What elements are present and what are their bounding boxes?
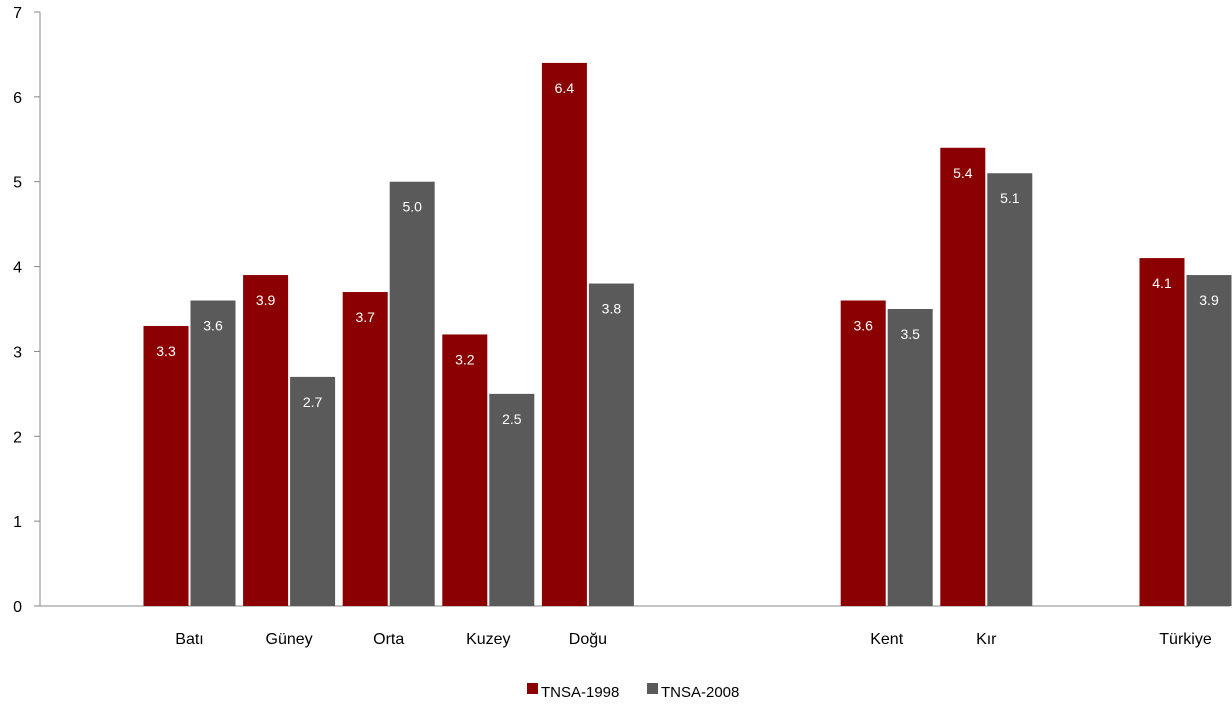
y-tick-label: 5 bbox=[13, 175, 22, 192]
bar-tnsa-1998 bbox=[143, 325, 189, 606]
x-tick-label: Batı bbox=[175, 631, 203, 648]
data-label: 3.6 bbox=[853, 318, 873, 334]
y-tick-label: 0 bbox=[13, 599, 22, 616]
y-tick-label: 7 bbox=[13, 5, 22, 22]
x-tick-label: Kır bbox=[976, 631, 997, 648]
data-label: 3.6 bbox=[203, 318, 223, 334]
data-label: 3.7 bbox=[355, 309, 375, 325]
bar-tnsa-2008 bbox=[887, 309, 933, 606]
y-tick-label: 3 bbox=[13, 344, 22, 361]
bar-tnsa-2008 bbox=[190, 300, 236, 606]
x-axis: Batı Güney Orta Kuzey Doğu Kent Kır Türkiye bbox=[40, 605, 1230, 648]
data-labels: 3.3 3.9 3.7 3.2 6.4 3.6 5.4 4.1 3.6 2.7 5.0 2.5 3.8 3… bbox=[156, 80, 1219, 427]
bar-tnsa-2008 bbox=[588, 283, 634, 606]
legend-label: TNSA-2008 bbox=[661, 684, 739, 701]
bar-tnsa-1998 bbox=[342, 292, 388, 606]
x-tick-label: Doğu bbox=[569, 631, 607, 648]
bar-tnsa-2008 bbox=[1186, 275, 1232, 606]
x-tick-label: Orta bbox=[373, 631, 404, 648]
legend-swatch bbox=[647, 683, 658, 694]
y-tick-label: 1 bbox=[13, 514, 22, 531]
data-label: 3.9 bbox=[256, 292, 276, 308]
x-tick-label: Kuzey bbox=[466, 631, 510, 648]
data-label: 3.9 bbox=[1199, 292, 1219, 308]
bar-tnsa-1998 bbox=[940, 147, 986, 606]
bar-tnsa-1998 bbox=[840, 300, 886, 606]
data-label: 3.5 bbox=[900, 326, 920, 342]
bar-tnsa-1998 bbox=[1139, 258, 1185, 606]
data-label: 5.4 bbox=[953, 165, 973, 181]
data-label: 4.1 bbox=[1152, 275, 1172, 291]
bar-tnsa-1998 bbox=[541, 62, 587, 606]
y-tick-label: 6 bbox=[13, 90, 22, 107]
data-label: 5.0 bbox=[402, 199, 422, 215]
bars bbox=[143, 62, 1232, 606]
y-tick-label: 2 bbox=[13, 429, 22, 446]
data-label: 3.3 bbox=[156, 343, 176, 359]
data-label: 6.4 bbox=[555, 80, 575, 96]
legend-label: TNSA-1998 bbox=[541, 684, 619, 701]
bar-tnsa-2008 bbox=[489, 393, 535, 606]
legend-swatch bbox=[527, 683, 538, 694]
bar-tnsa-2008 bbox=[389, 181, 435, 606]
bar-tnsa-2008 bbox=[290, 376, 336, 606]
legend: TNSA-1998 TNSA-2008 bbox=[527, 683, 739, 701]
y-tick-label: 4 bbox=[13, 260, 22, 277]
bar-tnsa-1998 bbox=[243, 275, 289, 606]
data-label: 3.2 bbox=[455, 351, 475, 367]
data-label: 2.7 bbox=[303, 394, 323, 410]
x-tick-label: Güney bbox=[266, 631, 313, 648]
x-tick-label: Kent bbox=[870, 631, 903, 648]
data-label: 5.1 bbox=[1000, 190, 1020, 206]
x-tick-label: Türkiye bbox=[1159, 631, 1212, 648]
bar-tnsa-2008 bbox=[987, 173, 1033, 606]
bar-tnsa-1998 bbox=[442, 334, 488, 606]
data-label: 2.5 bbox=[502, 411, 522, 427]
data-label: 3.8 bbox=[602, 301, 622, 317]
y-axis: 0 1 2 3 4 5 6 7 bbox=[13, 5, 41, 616]
